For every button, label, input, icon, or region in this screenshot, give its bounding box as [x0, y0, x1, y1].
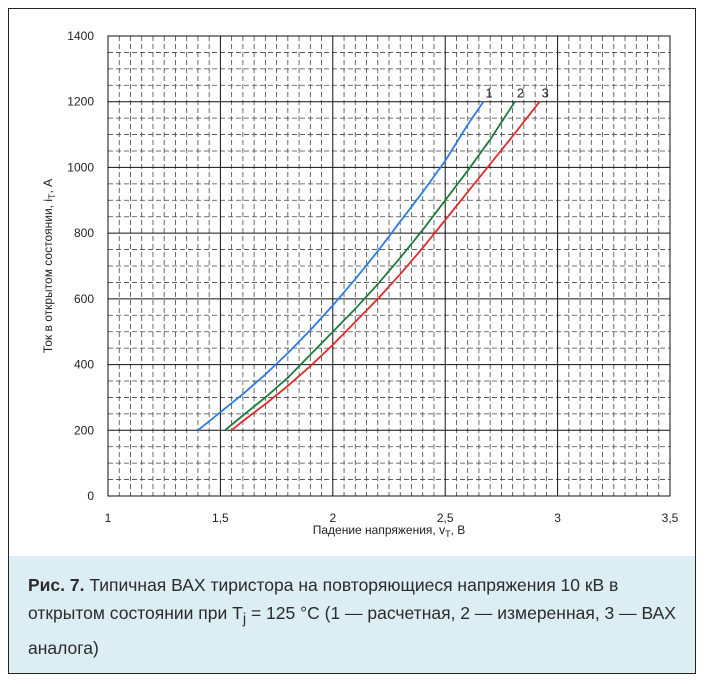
x-tick-labels: 1 1,5 2 2,5 3 3,5: [105, 511, 679, 525]
series-line-1: [197, 101, 485, 432]
minor-grid: [108, 36, 670, 496]
x-tick-label: 3: [554, 511, 561, 525]
caption-panel: [9, 556, 695, 673]
y-tick-label: 600: [74, 292, 94, 306]
x-tick-label: 2: [329, 511, 336, 525]
caption-figure-label: Рис. 7.: [28, 575, 85, 595]
x-tick-label: 2,5: [437, 511, 454, 525]
y-tick-label: 1200: [67, 95, 94, 109]
y-tick-labels: 0 200 400 600 800 1000 1200 1400: [67, 29, 94, 503]
x-axis-title: Падение напряжения, vT, В: [313, 523, 466, 539]
series-layer: [197, 101, 541, 432]
series-label-3: 3: [542, 86, 549, 101]
caption-text: Типичная ВАХ тиристора на повторяющиеся …: [28, 575, 619, 623]
x-tick-label: 3,5: [662, 511, 679, 525]
y-tick-label: 200: [74, 423, 94, 437]
series-labels: 1 2 3: [485, 86, 548, 101]
x-tick-label: 1: [105, 511, 112, 525]
y-tick-label: 1000: [67, 160, 94, 174]
caption-text-end: = 125 °C (1 — расчетная, 2 — измеренная,…: [28, 603, 676, 658]
y-tick-label: 1400: [67, 29, 94, 43]
series-label-1: 1: [485, 86, 492, 101]
y-tick-label: 800: [74, 226, 94, 240]
series-line-2: [224, 101, 516, 431]
caption-subscript: j: [242, 611, 247, 628]
plot-area-border: [107, 35, 671, 497]
y-axis-title: Ток в открытом состоянии, iT, А: [41, 179, 57, 353]
figure-caption: Рис. 7. Типичная ВАХ тиристора на повтор…: [28, 571, 678, 662]
x-tick-label: 1,5: [212, 511, 229, 525]
series-label-2: 2: [517, 86, 524, 101]
y-tick-label: 400: [74, 358, 94, 372]
y-tick-label: 0: [87, 489, 94, 503]
series-line-3: [231, 101, 541, 431]
